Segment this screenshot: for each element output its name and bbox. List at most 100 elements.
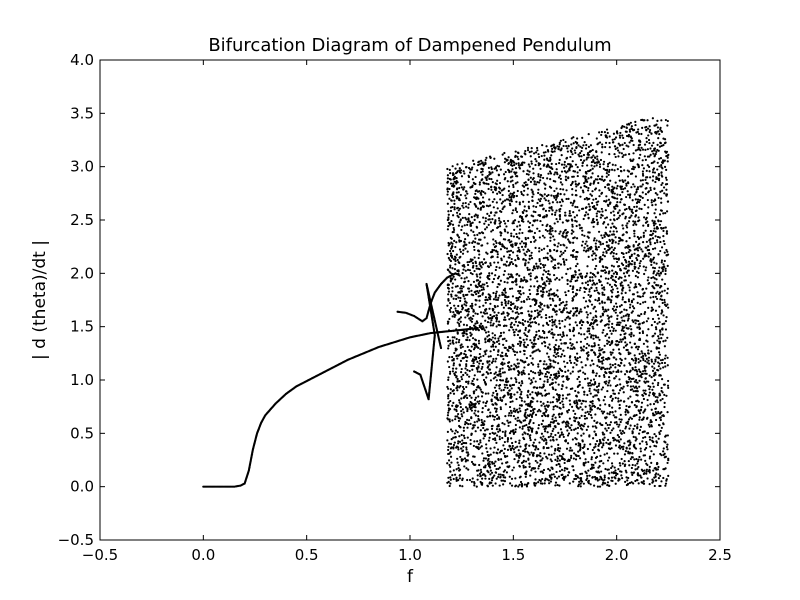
data-point — [454, 405, 458, 408]
data-point — [449, 172, 452, 175]
data-point — [662, 423, 665, 426]
data-point — [470, 289, 473, 292]
data-point — [539, 377, 542, 381]
data-point — [579, 472, 582, 476]
data-point — [528, 425, 531, 429]
data-point — [511, 168, 514, 171]
data-point — [468, 375, 471, 378]
data-point — [622, 346, 626, 349]
data-point — [507, 368, 511, 371]
data-point — [614, 366, 617, 369]
data-point — [537, 175, 540, 178]
data-point — [614, 236, 617, 239]
data-point — [518, 476, 521, 479]
data-point — [615, 423, 619, 426]
data-point — [474, 312, 477, 315]
data-point — [522, 292, 525, 295]
data-point — [457, 236, 461, 239]
data-point — [658, 321, 661, 324]
data-point — [642, 292, 645, 295]
data-point — [662, 212, 665, 215]
data-point — [577, 153, 580, 156]
data-point — [518, 404, 522, 407]
data-point — [662, 226, 665, 230]
data-point — [504, 354, 507, 357]
data-point — [638, 140, 641, 143]
data-point — [639, 260, 642, 263]
data-point — [565, 303, 568, 306]
data-point — [622, 154, 625, 157]
data-point — [450, 461, 453, 464]
data-point — [568, 426, 571, 429]
data-point — [654, 326, 658, 329]
data-point — [560, 170, 564, 173]
data-point — [646, 477, 649, 480]
data-point — [593, 273, 596, 277]
data-point — [572, 334, 576, 337]
data-point — [634, 447, 638, 450]
data-point — [447, 401, 450, 404]
data-point — [614, 181, 617, 184]
data-point — [657, 196, 660, 200]
data-point — [528, 226, 531, 229]
data-point — [663, 357, 667, 360]
data-point — [659, 271, 663, 274]
data-point — [612, 255, 615, 258]
data-point — [633, 443, 636, 446]
data-point — [643, 454, 647, 457]
data-point — [455, 176, 458, 180]
data-point — [516, 181, 519, 184]
data-point — [579, 195, 582, 198]
data-point — [567, 408, 571, 412]
data-point — [536, 461, 539, 464]
data-point — [634, 322, 637, 325]
data-point — [498, 294, 501, 297]
data-point — [575, 416, 578, 420]
data-point — [627, 317, 630, 320]
data-point — [529, 409, 533, 413]
data-point — [646, 398, 649, 402]
data-point — [563, 354, 566, 358]
data-point — [612, 414, 615, 417]
data-point — [447, 459, 451, 462]
data-point — [640, 132, 643, 136]
data-point — [494, 460, 497, 463]
data-point — [517, 321, 521, 324]
data-point — [534, 163, 537, 167]
data-point — [604, 145, 607, 149]
data-point — [613, 247, 616, 250]
data-point — [540, 154, 543, 158]
data-point — [587, 236, 590, 239]
data-point — [596, 299, 599, 302]
data-point — [474, 406, 477, 409]
data-point — [484, 261, 488, 264]
data-point — [561, 234, 564, 237]
data-point — [491, 476, 494, 480]
data-point — [619, 338, 622, 341]
data-point — [609, 329, 612, 333]
data-point — [507, 189, 510, 193]
data-point — [564, 425, 568, 428]
data-point — [595, 286, 598, 290]
data-point — [456, 332, 459, 335]
data-point — [653, 187, 656, 190]
data-point — [526, 187, 530, 190]
data-point — [659, 157, 663, 160]
data-point — [509, 180, 512, 183]
data-point — [496, 393, 499, 397]
data-point — [627, 193, 630, 196]
data-point — [466, 408, 469, 411]
data-point — [584, 300, 588, 303]
data-point — [591, 148, 594, 152]
data-point — [633, 222, 636, 225]
data-point — [604, 403, 607, 406]
data-point — [642, 167, 645, 170]
data-point — [592, 182, 595, 185]
data-point — [535, 275, 538, 278]
data-point — [607, 272, 610, 275]
data-point — [582, 153, 586, 157]
data-point — [571, 225, 574, 228]
data-point — [624, 275, 627, 278]
data-point — [624, 179, 627, 182]
data-point — [591, 448, 594, 452]
